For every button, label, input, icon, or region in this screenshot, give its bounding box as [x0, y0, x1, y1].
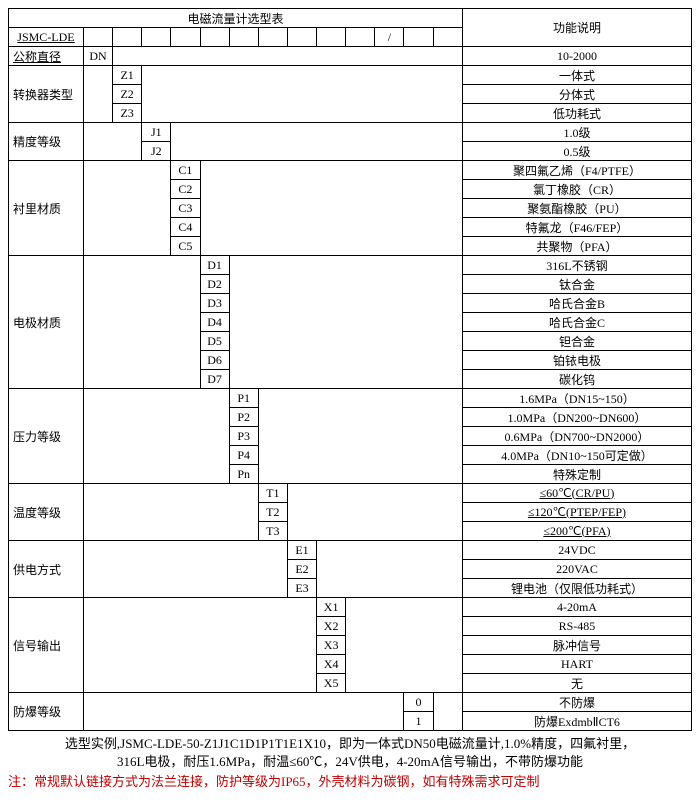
desc-c2: 氯丁橡胶（CR） — [462, 180, 691, 199]
code-d7: D7 — [200, 370, 229, 389]
footer: 选型实例,JSMC-LDE-50-Z1J1C1D1P1T1E1X10，即为一体式… — [8, 735, 692, 792]
code-d6: D6 — [200, 351, 229, 370]
label-explosion: 防爆等级 — [9, 693, 84, 731]
desc-p1: 1.6MPa（DN15~150） — [462, 389, 691, 408]
code-t1: T1 — [258, 484, 287, 503]
desc-z2: 分体式 — [462, 85, 691, 104]
code-c3: C3 — [171, 199, 200, 218]
desc-x3: 脉冲信号 — [462, 636, 691, 655]
desc-t1: ≤60℃(CR/PU) — [462, 484, 691, 503]
desc-diameter: 10-2000 — [462, 47, 691, 66]
code-d5: D5 — [200, 332, 229, 351]
code-x5: X5 — [317, 674, 346, 693]
code-t2: T2 — [258, 503, 287, 522]
desc-d6: 铂铱电极 — [462, 351, 691, 370]
desc-p3: 0.6MPa（DN700~DN2000） — [462, 427, 691, 446]
code-c2: C2 — [171, 180, 200, 199]
code-ex1: 1 — [404, 712, 433, 731]
desc-j2: 0.5级 — [462, 142, 691, 161]
code-x1: X1 — [317, 598, 346, 617]
slash: / — [375, 28, 404, 47]
desc-d7: 碳化钨 — [462, 370, 691, 389]
desc-t2: ≤120℃(PTEP/FEP) — [462, 503, 691, 522]
label-pressure: 压力等级 — [9, 389, 84, 484]
code-x2: X2 — [317, 617, 346, 636]
desc-d3: 哈氏合金B — [462, 294, 691, 313]
code-p3: P3 — [229, 427, 258, 446]
desc-e2: 220VAC — [462, 560, 691, 579]
code-c1: C1 — [171, 161, 200, 180]
desc-x1: 4-20mA — [462, 598, 691, 617]
code-c5: C5 — [171, 237, 200, 256]
desc-c4: 特氟龙（F46/FEP） — [462, 218, 691, 237]
code-z2: Z2 — [113, 85, 142, 104]
code-e2: E2 — [287, 560, 316, 579]
func-header: 功能说明 — [462, 9, 691, 47]
desc-d1: 316L不锈钢 — [462, 256, 691, 275]
code-d2: D2 — [200, 275, 229, 294]
label-temp: 温度等级 — [9, 484, 84, 541]
label-diameter: 公称直径 — [9, 47, 84, 66]
label-power: 供电方式 — [9, 541, 84, 598]
label-accuracy: 精度等级 — [9, 123, 84, 161]
code-x4: X4 — [317, 655, 346, 674]
desc-d4: 哈氏合金C — [462, 313, 691, 332]
table-title: 电磁流量计选型表 — [9, 9, 463, 28]
desc-e1: 24VDC — [462, 541, 691, 560]
desc-x4: HART — [462, 655, 691, 674]
desc-e3: 锂电池（仅限低功耗式） — [462, 579, 691, 598]
code-e3: E3 — [287, 579, 316, 598]
label-signal: 信号输出 — [9, 598, 84, 693]
label-electrode: 电极材质 — [9, 256, 84, 389]
code-x3: X3 — [317, 636, 346, 655]
code-t3: T3 — [258, 522, 287, 541]
desc-j1: 1.0级 — [462, 123, 691, 142]
label-lining: 衬里材质 — [9, 161, 84, 256]
desc-t3: ≤200℃(PFA) — [462, 522, 691, 541]
code-z3: Z3 — [113, 104, 142, 123]
code-ex0: 0 — [404, 693, 433, 712]
code-d1: D1 — [200, 256, 229, 275]
code-p1: P1 — [229, 389, 258, 408]
desc-pn: 特殊定制 — [462, 465, 691, 484]
desc-d5: 钽合金 — [462, 332, 691, 351]
selection-table: 电磁流量计选型表 功能说明 JSMC-LDE / 公称直径 DN 10-2000… — [8, 8, 692, 731]
desc-z1: 一体式 — [462, 66, 691, 85]
code-e1: E1 — [287, 541, 316, 560]
code-p2: P2 — [229, 408, 258, 427]
desc-x2: RS-485 — [462, 617, 691, 636]
code-j2: J2 — [142, 142, 171, 161]
desc-p2: 1.0MPa（DN200~DN600） — [462, 408, 691, 427]
desc-c5: 共聚物（PFA） — [462, 237, 691, 256]
code-z1: Z1 — [113, 66, 142, 85]
example-line2: 316L电极，耐压1.6MPa，耐温≤60℃，24V供电，4-20mA信号输出，… — [8, 753, 692, 771]
example-line1: 选型实例,JSMC-LDE-50-Z1J1C1D1P1T1E1X10，即为一体式… — [8, 735, 692, 753]
code-p4: P4 — [229, 446, 258, 465]
desc-ex0: 不防爆 — [462, 693, 691, 712]
desc-c3: 聚氨酯橡胶（PU） — [462, 199, 691, 218]
code-d4: D4 — [200, 313, 229, 332]
desc-x5: 无 — [462, 674, 691, 693]
note-line: 注：常规默认链接方式为法兰连接，防护等级为IP65，外壳材料为碳钢，如有特殊需求… — [8, 773, 692, 791]
desc-p4: 4.0MPa（DN10~150可定做） — [462, 446, 691, 465]
desc-z3: 低功耗式 — [462, 104, 691, 123]
desc-ex1: 防爆ExdmbⅡCT6 — [462, 712, 691, 731]
code-j1: J1 — [142, 123, 171, 142]
code-pn: Pn — [229, 465, 258, 484]
label-converter: 转换器类型 — [9, 66, 84, 123]
desc-c1: 聚四氟乙烯（F4/PTFE） — [462, 161, 691, 180]
code-dn: DN — [83, 47, 112, 66]
code-c4: C4 — [171, 218, 200, 237]
desc-d2: 钛合金 — [462, 275, 691, 294]
model-code: JSMC-LDE — [9, 28, 84, 47]
code-d3: D3 — [200, 294, 229, 313]
